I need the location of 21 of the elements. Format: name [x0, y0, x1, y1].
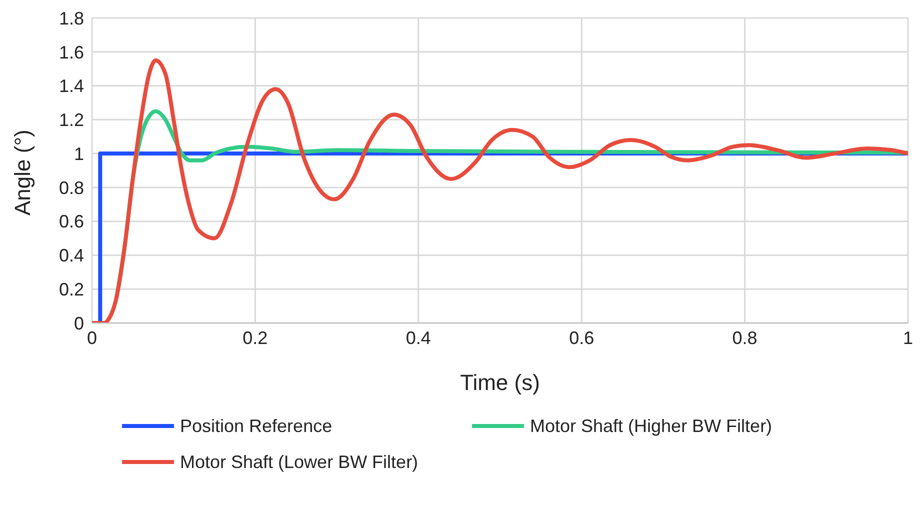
- x-tick-label: 0.8: [732, 328, 758, 348]
- y-tick-label: 0.4: [58, 246, 84, 266]
- x-tick-label: 0.2: [242, 328, 268, 348]
- legend-label: Position Reference: [180, 416, 332, 436]
- x-tick-label: 0.4: [406, 328, 431, 348]
- legend-label: Motor Shaft (Higher BW Filter): [530, 416, 772, 436]
- y-tick-label: 0.2: [58, 280, 84, 300]
- x-axis-title: Time (s): [460, 370, 540, 395]
- y-axis-title: Angle (°): [10, 130, 35, 216]
- legend-label: Motor Shaft (Lower BW Filter): [180, 452, 418, 472]
- y-tick-label: 0.6: [58, 212, 84, 232]
- y-tick-label: 1.4: [58, 76, 84, 96]
- y-tick-label: 1.2: [58, 110, 84, 130]
- x-tick-label: 0.6: [569, 328, 594, 348]
- y-tick-label: 1.8: [58, 8, 84, 28]
- y-tick-label: 1: [74, 144, 84, 164]
- x-tick-label: 0: [86, 328, 98, 348]
- y-tick-label: 0: [74, 313, 84, 334]
- y-tick-label: 1.6: [58, 42, 84, 62]
- x-tick-label: 1: [902, 328, 914, 348]
- y-tick-label: 0.8: [58, 178, 84, 198]
